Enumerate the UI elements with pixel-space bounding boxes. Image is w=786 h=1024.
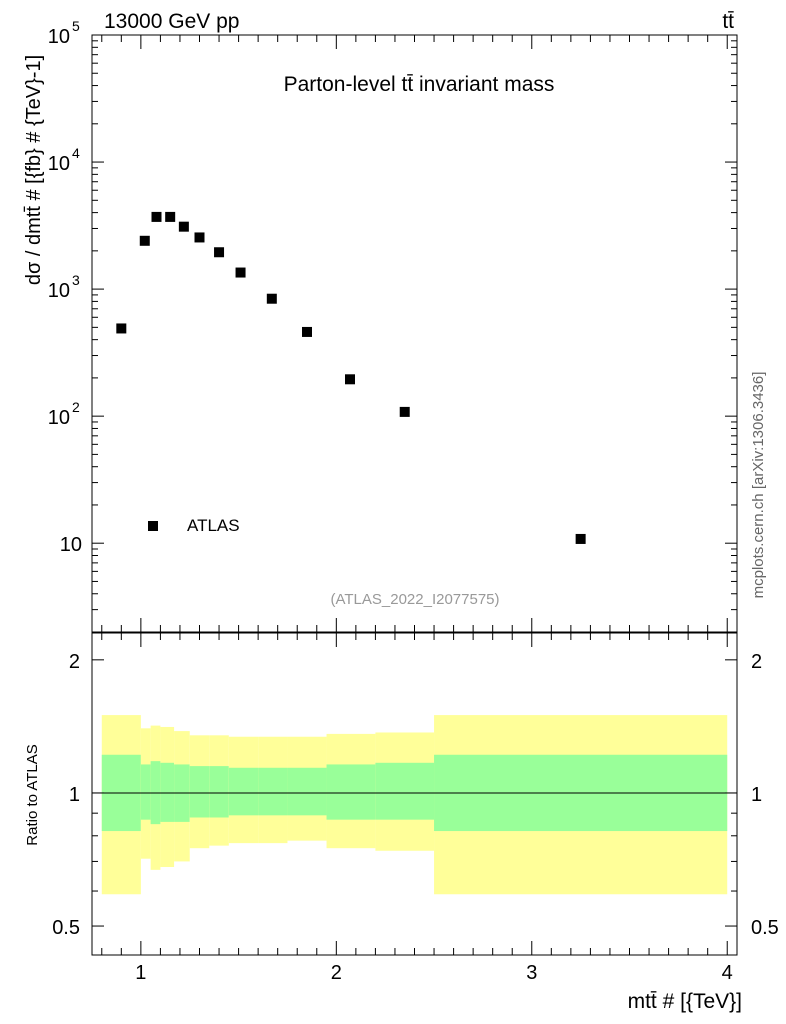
data-point [178,221,189,232]
main-title: Parton-level tt̄ invariant mass [284,73,555,96]
ratio-y-tick-label-right: 2 [751,651,762,673]
legend-label: ATLAS [187,516,240,535]
ratio-y-tick-label-right: 0.5 [751,917,779,939]
main-y-tick-label: 10 [48,280,70,302]
main-y-tick-exponent: 5 [72,18,80,34]
ratio-x-tick-label: 3 [526,962,537,984]
main-y-tick-label: 10 [48,26,70,48]
data-points [116,211,586,544]
uncertainty-bands [101,715,728,895]
process-label: tt̄ [722,10,734,33]
main-frame [91,34,738,633]
main-y-tick-label: 10 [48,407,70,429]
main-x-axis [101,35,728,632]
ratio-x-tick-label: 4 [722,962,733,984]
main-y-tick-label: 10 [60,534,82,556]
ratio-y-tick-label: 0.5 [52,917,80,939]
energy-label: 13000 GeV pp [104,10,239,33]
data-point [399,406,410,417]
inner-band [209,766,229,818]
main-y-label: dσ / dmtt̄ # [{fb} # {TeV}-1] [23,55,45,285]
inner-band [189,766,210,818]
data-point [151,211,162,222]
ratio-y-axis: 0.5 0.5 1 1 2 2 [52,651,779,939]
analysis-id: (ATLAS_2022_I2077575) [330,591,499,608]
main-y-tick-exponent: 2 [72,399,80,415]
inner-band [140,764,151,820]
ratio-y-tick-label: 1 [69,784,80,806]
inner-band [287,767,327,816]
ratio-y-label: Ratio to ATLAS [24,744,41,845]
data-point [139,235,150,246]
data-point [235,267,246,278]
main-y-tick-exponent: 3 [72,272,80,288]
data-point [194,232,205,243]
inner-band [375,762,435,820]
side-label: mcplots.cern.ch [arXiv:1306.3436] [750,372,767,599]
data-point [345,374,355,385]
data-point [302,326,312,337]
ratio-x-tick-label: 1 [135,962,146,984]
ratio-x-axis: 1 2 3 4 [101,633,733,984]
inner-band [258,767,288,816]
inner-band [326,764,376,820]
data-point [266,293,277,304]
ratio-panel: 0.5 0.5 1 1 2 2 1 2 3 4 Ratio to ATLAS mtt̄ # [{… [24,632,779,1013]
data-point [165,211,176,222]
inner-band [160,762,175,822]
data-point [116,323,127,334]
data-point [214,247,225,258]
x-axis-label: mtt̄ # [{TeV}] [628,990,742,1013]
ratio-y-tick-label-right: 1 [751,784,762,806]
main-y-tick-exponent: 4 [72,145,80,161]
ratio-y-tick-label: 2 [69,651,80,673]
inner-band [228,767,259,816]
data-point [575,533,586,544]
main-y-tick-label: 10 [48,153,70,175]
ratio-x-tick-label: 2 [331,962,342,984]
legend-marker [148,521,158,531]
